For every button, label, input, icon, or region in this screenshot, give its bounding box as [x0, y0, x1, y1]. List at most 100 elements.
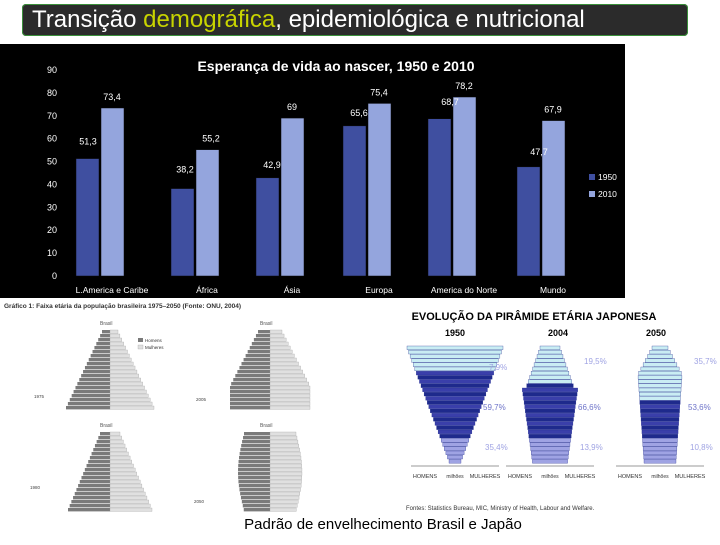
- brazil-pyramids: Brasil 1975 Homens Mulheres Brasil 2005 Brasil…: [30, 321, 311, 512]
- brazil-bar-men: [230, 398, 270, 402]
- chart-title: Esperança de vida ao nascer, 1950 e 2010: [197, 58, 474, 74]
- x-category-label: L.America e Caribe: [76, 285, 149, 295]
- brazil-bar-men: [88, 460, 110, 464]
- brazil-bar-men: [76, 488, 110, 492]
- brazil-bar-men: [94, 346, 110, 350]
- brazil-bar-men: [84, 468, 110, 472]
- brazil-bar-men: [241, 444, 270, 448]
- japan-age-bar: [649, 350, 671, 355]
- data-label-2010: 69: [287, 102, 297, 112]
- brazil-bar-women: [109, 369, 138, 374]
- brazil-bar-men: [243, 358, 270, 362]
- japan-age-bar: [642, 438, 678, 443]
- brazil-bar-women: [269, 447, 300, 452]
- brazil-bar-men: [242, 504, 270, 508]
- brazil-bar-women: [269, 503, 298, 508]
- japan-year-label: 2004: [548, 328, 568, 338]
- data-label-1950: 38,2: [176, 165, 194, 175]
- japan-axis-women: MULHERES: [470, 474, 501, 480]
- brazil-bar-women: [109, 431, 121, 436]
- brazil-bar-men: [75, 386, 110, 390]
- japan-share-middle: 66,6%: [578, 403, 601, 412]
- brazil-bar-men: [238, 484, 270, 488]
- brazil-bar-men: [81, 374, 110, 378]
- brazil-bar-men: [230, 390, 270, 394]
- brazil-bar-women: [109, 401, 153, 406]
- brazil-bar-men: [239, 456, 270, 460]
- japan-source: Fontes: Statistics Bureau, MIC, Ministry…: [406, 506, 595, 512]
- japan-share-middle: 59,7%: [483, 403, 506, 412]
- brazil-bar-women: [109, 467, 136, 472]
- brazil-bar-women: [109, 451, 129, 456]
- brazil-bar-women: [109, 463, 134, 468]
- brazil-bar-men: [230, 402, 270, 406]
- brazil-bar-men: [237, 370, 270, 374]
- japan-age-bar: [638, 383, 682, 388]
- brazil-bar-women: [269, 487, 301, 492]
- japan-age-bar: [417, 375, 493, 380]
- japan-age-bar: [526, 383, 574, 388]
- brazil-bar-women: [269, 495, 300, 500]
- brazil-bar-women: [269, 459, 302, 464]
- brazil-bar-women: [269, 369, 303, 374]
- brazil-bar-women: [109, 495, 148, 500]
- brazil-bar-women: [109, 357, 132, 362]
- brazil-panel-year: 2005: [196, 397, 207, 402]
- japan-axis-unit: milhões: [541, 474, 559, 480]
- japan-age-bar: [642, 362, 678, 367]
- brazil-bar-men: [235, 374, 270, 378]
- brazil-bar-men: [239, 488, 270, 492]
- brazil-bar-men: [238, 476, 270, 480]
- brazil-legend-women: Mulheres: [145, 345, 164, 350]
- brazil-bar-men: [89, 456, 110, 460]
- japan-age-bar: [523, 396, 577, 401]
- brazil-bar-women: [109, 373, 139, 378]
- brazil-region-label: Brasil: [260, 423, 273, 429]
- brazil-bar-women: [269, 471, 303, 476]
- brazil-bar-women: [109, 487, 144, 492]
- japan-age-bar: [642, 446, 678, 451]
- brazil-bar-men: [98, 436, 110, 440]
- legend-swatch-2010: [589, 191, 595, 197]
- brazil-legend-men-swatch: [138, 338, 143, 342]
- japan-age-bar: [643, 455, 677, 460]
- brazil-bar-men: [83, 370, 110, 374]
- japan-age-bar: [637, 375, 683, 380]
- y-tick-label: 10: [47, 248, 57, 258]
- brazil-bar-men: [241, 362, 270, 366]
- japan-age-bar: [433, 417, 477, 422]
- x-category-label: America do Norte: [431, 285, 497, 295]
- legend-swatch-1950: [589, 174, 595, 180]
- japan-age-bar: [428, 404, 482, 409]
- japan-year-label: 2050: [646, 328, 666, 338]
- japan-axis-women: MULHERES: [675, 474, 706, 480]
- brazil-bar-women: [269, 333, 285, 338]
- bar-1950-3: [342, 125, 367, 277]
- brazil-bar-men: [90, 354, 110, 358]
- japan-age-bar: [422, 387, 488, 392]
- brazil-bar-women: [269, 377, 307, 382]
- brazil-bar-men: [245, 354, 270, 358]
- life-expectancy-chart: Esperança de vida ao nascer, 1950 e 2010…: [47, 58, 617, 295]
- brazil-bar-men: [238, 472, 270, 476]
- japan-share-lower: 10,8%: [690, 443, 713, 452]
- y-tick-label: 20: [47, 225, 57, 235]
- japan-age-bar: [430, 408, 480, 413]
- brazil-bar-women: [269, 475, 303, 480]
- brazil-bar-women: [109, 329, 119, 334]
- brazil-bar-women: [109, 405, 155, 410]
- japan-age-bar: [641, 421, 679, 426]
- brazil-bar-women: [109, 479, 141, 484]
- brazil-bar-men: [243, 508, 270, 512]
- brazil-bar-men: [238, 460, 270, 464]
- brazil-bar-women: [269, 463, 302, 468]
- japan-age-bar: [533, 362, 567, 367]
- japan-age-bar: [643, 450, 677, 455]
- brazil-bar-women: [269, 389, 311, 394]
- japan-share-upper: 35,7%: [694, 357, 717, 366]
- pyramid-figures: Gráfico 1: Faixa etária da população bra…: [0, 298, 720, 540]
- japan-age-bar: [539, 345, 561, 350]
- brazil-bar-women: [109, 499, 149, 504]
- brazil-bar-men: [102, 330, 110, 334]
- x-category-label: África: [196, 285, 218, 295]
